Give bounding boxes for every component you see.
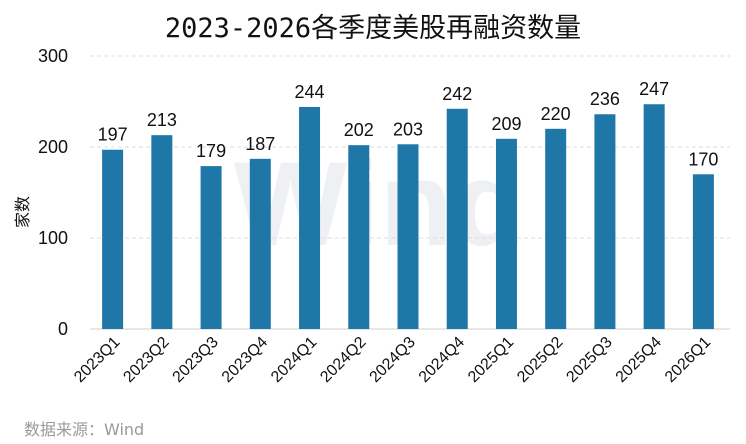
data-label: 202 (344, 120, 374, 140)
data-label: 197 (98, 125, 128, 145)
bar (348, 145, 370, 329)
bar (643, 104, 665, 329)
y-axis: 0 100 200 300 (38, 46, 68, 339)
x-tick-label: 2025Q3 (563, 334, 615, 386)
bar (692, 174, 714, 329)
data-label: 236 (590, 89, 620, 109)
y-tick-label: 0 (58, 319, 68, 339)
bar (102, 149, 124, 329)
chart-title: 2023-2026各季度美股再融资数量 (164, 13, 582, 44)
bar (249, 158, 271, 329)
bar (299, 106, 321, 330)
watermark-text: Wind (234, 137, 526, 271)
x-tick-label: 2025Q4 (613, 334, 665, 386)
x-tick-label: 2023Q2 (120, 334, 172, 386)
data-label: 220 (541, 104, 571, 124)
data-label: 170 (688, 149, 718, 169)
data-labels: 197 213 179 187 244 202 203 242 209 220 236 247 170 (98, 79, 719, 169)
bar (200, 166, 222, 329)
data-label: 247 (639, 79, 669, 99)
data-label: 209 (491, 114, 521, 134)
data-label: 203 (393, 119, 423, 139)
x-tick-label: 2026Q1 (662, 334, 714, 386)
bar (446, 108, 468, 329)
watermark-layer: Wind (234, 137, 526, 271)
data-label: 179 (196, 141, 226, 161)
data-label: 242 (442, 84, 472, 104)
data-label: 213 (147, 110, 177, 130)
x-tick-label: 2025Q1 (465, 334, 517, 386)
x-tick-label: 2024Q3 (367, 334, 419, 386)
y-axis-label: 家数 (13, 196, 32, 228)
x-tick-label: 2024Q2 (317, 334, 369, 386)
x-tick-label: 2025Q2 (514, 334, 566, 386)
bar (545, 128, 567, 329)
data-label: 244 (295, 82, 325, 102)
x-tick-label: 2024Q1 (268, 334, 320, 386)
bar (151, 135, 173, 329)
y-tick-label: 200 (38, 137, 68, 157)
bars (102, 104, 714, 330)
bar (594, 114, 616, 330)
data-label: 187 (245, 134, 275, 154)
x-tick-label: 2023Q4 (219, 334, 271, 386)
x-axis: 2023Q12023Q22023Q32023Q42024Q12024Q22024… (71, 334, 714, 386)
x-tick-label: 2023Q1 (71, 334, 123, 386)
bar (397, 144, 419, 329)
source-note: 数据来源：Wind (24, 420, 145, 439)
y-tick-label: 100 (38, 228, 68, 248)
bar (495, 138, 517, 329)
x-tick-label: 2024Q4 (416, 334, 468, 386)
x-tick-label: 2023Q3 (170, 334, 222, 386)
y-tick-label: 300 (38, 46, 68, 66)
